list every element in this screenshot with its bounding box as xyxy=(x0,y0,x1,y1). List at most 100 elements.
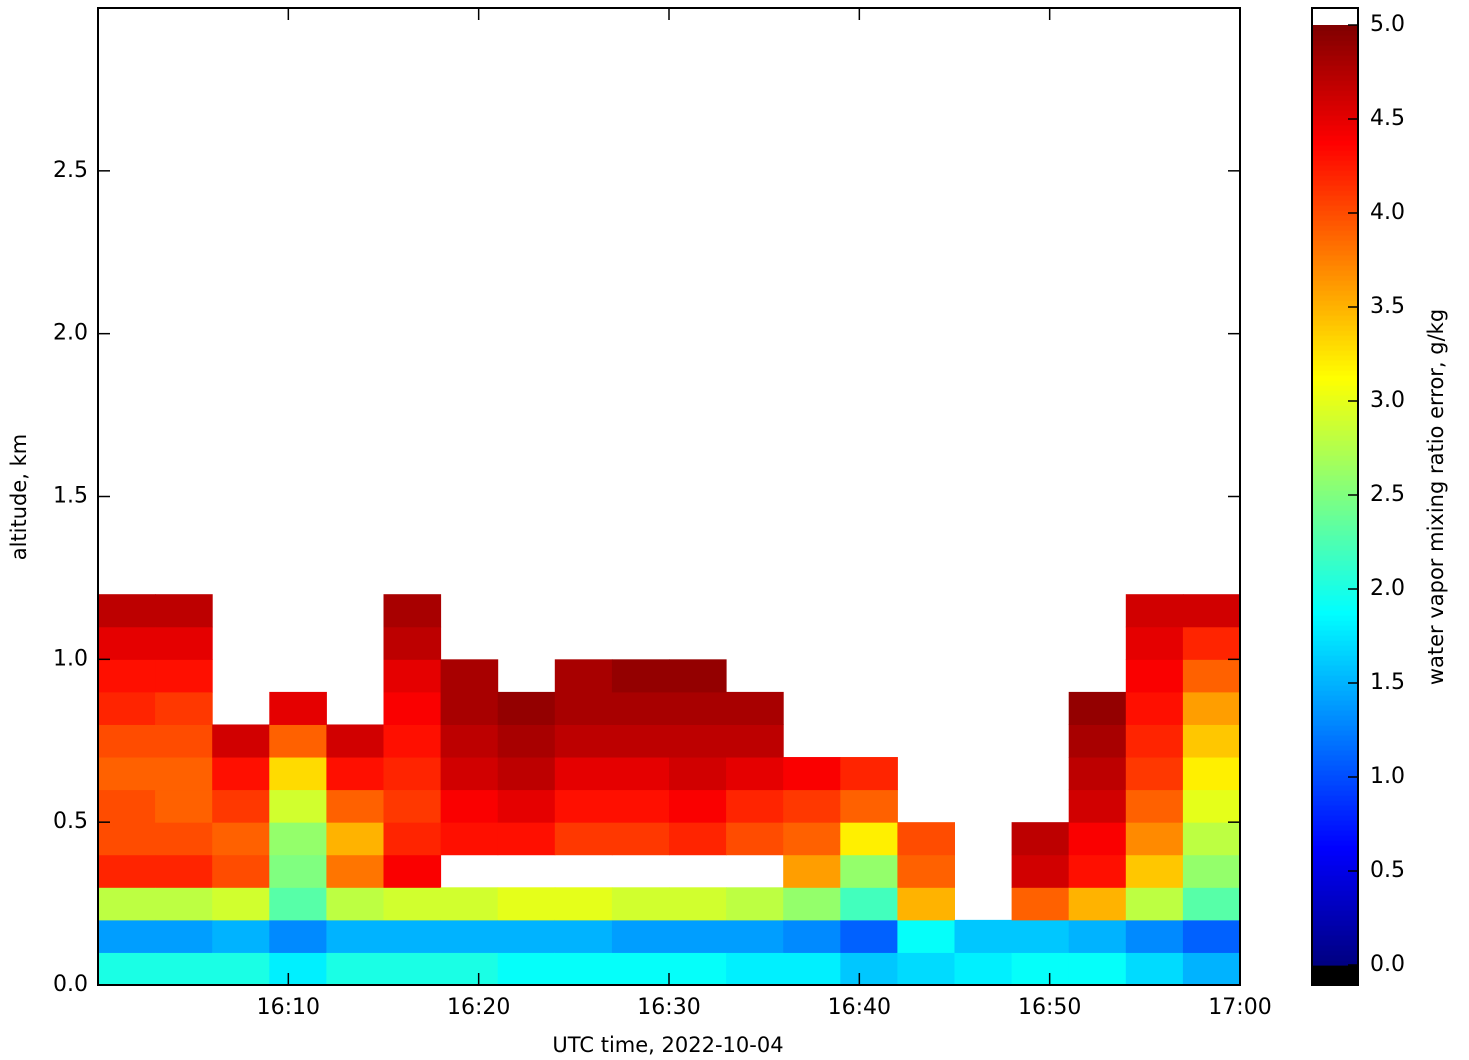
colorbar-strip xyxy=(1312,845,1358,851)
heat-cell xyxy=(840,952,898,986)
colorbar-strip xyxy=(1312,655,1358,661)
colorbar-strip xyxy=(1312,555,1358,561)
heat-cell xyxy=(212,724,270,758)
colorbar-strip xyxy=(1312,445,1358,451)
heat-cell xyxy=(269,691,327,725)
colorbar-strip xyxy=(1312,365,1358,371)
colorbar-strip xyxy=(1312,335,1358,341)
colorbar-strip xyxy=(1312,250,1358,256)
colorbar-strip xyxy=(1312,215,1358,221)
colorbar-strip xyxy=(1312,695,1358,701)
colorbar-strip xyxy=(1312,760,1358,766)
x-tick-label: 16:20 xyxy=(447,995,510,1020)
colorbar-strip xyxy=(1312,890,1358,896)
heat-cell xyxy=(440,887,499,921)
colorbar-strip xyxy=(1312,920,1358,926)
heat-cell xyxy=(440,724,499,758)
heat-cell xyxy=(98,887,156,921)
colorbar-strip xyxy=(1312,875,1358,881)
colorbar-strip xyxy=(1312,90,1358,96)
colorbar-strip xyxy=(1312,725,1358,731)
heat-cell xyxy=(98,789,156,823)
colorbar-strip xyxy=(1312,905,1358,911)
colorbar-strip xyxy=(1312,35,1358,41)
colorbar-strip xyxy=(1312,205,1358,211)
colorbar-tick-label: 0.0 xyxy=(1370,952,1405,977)
colorbar-strip xyxy=(1312,390,1358,396)
heat-cell xyxy=(954,919,1013,953)
heat-cell xyxy=(1125,919,1184,953)
colorbar-strip xyxy=(1312,320,1358,326)
heat-cell xyxy=(440,789,499,823)
heat-cell xyxy=(726,919,784,953)
y-tick-label: 1.0 xyxy=(53,646,88,671)
colorbar-strip xyxy=(1312,775,1358,781)
colorbar-strip xyxy=(1312,665,1358,671)
colorbar-strip xyxy=(1312,475,1358,481)
colorbar-strip xyxy=(1312,370,1358,376)
colorbar-strip xyxy=(1312,50,1358,56)
heat-cell xyxy=(726,757,784,791)
colorbar-strip xyxy=(1312,950,1358,956)
heat-cell xyxy=(98,919,156,953)
colorbar-over xyxy=(1312,8,1358,28)
colorbar-strip xyxy=(1312,570,1358,576)
colorbar-strip xyxy=(1312,75,1358,81)
colorbar-strip xyxy=(1312,605,1358,611)
colorbar-strip xyxy=(1312,585,1358,591)
heat-cell xyxy=(554,757,613,791)
heat-cell xyxy=(1125,789,1184,823)
colorbar-strip xyxy=(1312,740,1358,746)
heat-cell xyxy=(98,691,156,725)
colorbar-strip xyxy=(1312,575,1358,581)
heat-cell xyxy=(155,724,213,758)
heat-cell xyxy=(1182,659,1241,693)
colorbar-strip xyxy=(1312,95,1358,101)
heat-cell xyxy=(440,822,499,856)
colorbar-strip xyxy=(1312,595,1358,601)
heat-cell xyxy=(98,724,156,758)
heat-cell xyxy=(383,919,442,953)
colorbar-strip xyxy=(1312,520,1358,526)
heat-cell xyxy=(1011,887,1070,921)
colorbar-strip xyxy=(1312,480,1358,486)
colorbar-strip xyxy=(1312,310,1358,316)
heat-cell xyxy=(783,952,841,986)
heat-cell xyxy=(554,691,613,725)
heat-cell xyxy=(783,789,841,823)
colorbar-strip xyxy=(1312,410,1358,416)
heat-cell xyxy=(497,887,556,921)
colorbar-strip xyxy=(1312,195,1358,201)
colorbar-strip xyxy=(1312,940,1358,946)
heat-cell xyxy=(840,789,898,823)
colorbar-label: water vapor mixing ratio error, g/kg xyxy=(1424,309,1448,685)
colorbar-strip xyxy=(1312,470,1358,476)
colorbar-strip xyxy=(1312,820,1358,826)
colorbar-strip xyxy=(1312,230,1358,236)
colorbar-strip xyxy=(1312,455,1358,461)
colorbar-strip xyxy=(1312,360,1358,366)
heat-cell xyxy=(1125,724,1184,758)
colorbar-strip xyxy=(1312,590,1358,596)
heat-cell xyxy=(726,691,784,725)
colorbar-strip xyxy=(1312,490,1358,496)
y-tick-label: 2.5 xyxy=(53,158,88,183)
colorbar-strip xyxy=(1312,560,1358,566)
colorbar-strip xyxy=(1312,710,1358,716)
colorbar-strip xyxy=(1312,640,1358,646)
colorbar-strip xyxy=(1312,795,1358,801)
heat-cell xyxy=(1182,594,1241,628)
colorbar-strip xyxy=(1312,175,1358,181)
colorbar-strip xyxy=(1312,510,1358,516)
colorbar-strip xyxy=(1312,355,1358,361)
colorbar-strip xyxy=(1312,855,1358,861)
colorbar-strip xyxy=(1312,430,1358,436)
colorbar-strip xyxy=(1312,720,1358,726)
heat-cell xyxy=(840,757,898,791)
colorbar-strip xyxy=(1312,110,1358,116)
colorbar-strip xyxy=(1312,840,1358,846)
heat-cell xyxy=(1182,757,1241,791)
heat-cell xyxy=(1011,822,1070,856)
colorbar-strip xyxy=(1312,535,1358,541)
